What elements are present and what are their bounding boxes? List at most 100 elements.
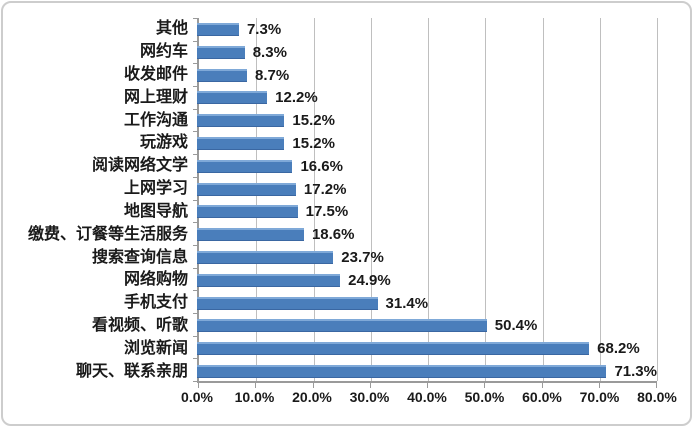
x-axis-label: 60.0%	[522, 389, 562, 405]
y-axis-tick	[193, 86, 198, 88]
x-axis-label: 0.0%	[181, 389, 213, 405]
x-axis-label: 30.0%	[349, 389, 390, 405]
value-label: 15.2%	[292, 112, 335, 130]
bar-row: 网上理财 12.2%	[0, 86, 657, 109]
gridline	[599, 18, 601, 381]
bar-track: 24.9%	[197, 269, 657, 292]
gridline	[370, 18, 372, 381]
category-label: 阅读网络文学	[91, 157, 188, 175]
x-axis-tick	[427, 383, 428, 388]
value-label: 23.7%	[341, 249, 384, 267]
gridline	[256, 18, 258, 381]
value-label: 7.3%	[246, 20, 282, 38]
x-axis-label: 80.0%	[637, 389, 677, 405]
bar-row: 网络购物 24.9%	[0, 269, 657, 292]
bar-track: 17.5%	[197, 201, 657, 224]
bar-track: 7.3%	[197, 18, 657, 41]
bar	[197, 342, 590, 356]
bar	[197, 91, 268, 105]
y-axis-tick	[193, 290, 198, 292]
bar	[197, 205, 298, 219]
bar-track: 50.4%	[197, 315, 657, 338]
y-axis-tick	[193, 267, 198, 269]
bar-row: 地图导航 17.5%	[0, 201, 657, 224]
x-axis-tick	[598, 383, 600, 388]
y-axis-tick	[193, 131, 198, 133]
bar-rows: 其他 7.3% 网约车 8.3% 收发邮件 8.7% 网上理财 12.2% 工作沟通 15.2% 玩…	[0, 18, 657, 383]
bar-row: 玩游戏 15.2%	[0, 132, 657, 155]
bar-track: 23.7%	[197, 246, 657, 269]
bar	[197, 296, 378, 310]
x-axis-label: 40.0%	[407, 389, 447, 405]
bar	[197, 136, 285, 150]
category-label: 其他	[155, 20, 188, 38]
bar-track: 15.2%	[197, 109, 657, 132]
bar-track: 71.3%	[197, 360, 657, 383]
bar-track: 8.3%	[197, 41, 657, 64]
bar	[197, 365, 607, 379]
value-label: 15.2%	[292, 134, 335, 152]
x-axis-label: 50.0%	[464, 389, 505, 405]
bar	[197, 45, 245, 59]
y-axis-tick	[193, 154, 198, 156]
value-label: 68.2%	[597, 340, 640, 358]
x-axis-label: 70.0%	[579, 389, 620, 405]
bar-row: 浏览新闻 68.2%	[0, 337, 657, 360]
y-axis-tick	[193, 40, 198, 42]
bar-track: 12.2%	[197, 86, 657, 109]
x-axis-tick	[369, 383, 371, 388]
category-label: 工作沟通	[123, 111, 188, 129]
bar-row: 看视频、听歌 50.4%	[0, 315, 657, 338]
bar-row: 聊天、联系亲朋 71.3%	[0, 360, 657, 383]
bar-track: 31.4%	[197, 292, 657, 315]
category-label: 看视频、听歌	[91, 316, 188, 334]
y-axis-tick	[193, 176, 198, 178]
bar-row: 阅读网络文学 16.6%	[0, 155, 657, 178]
category-label: 浏览新闻	[123, 339, 188, 357]
bar	[197, 159, 293, 173]
x-axis-tick	[312, 383, 314, 388]
value-label: 8.3%	[252, 43, 287, 61]
category-label: 网上理财	[123, 88, 188, 106]
value-label: 50.4%	[494, 317, 538, 335]
bar-track: 68.2%	[197, 337, 657, 360]
category-label: 搜索查询信息	[91, 248, 188, 266]
bar-row: 缴费、订餐等生活服务 18.6%	[0, 223, 657, 246]
y-axis-tick	[193, 358, 198, 360]
value-label: 16.6%	[300, 157, 343, 175]
category-label: 收发邮件	[123, 66, 188, 84]
bar-row: 上网学习 17.2%	[0, 178, 657, 201]
x-axis-tick	[656, 383, 657, 388]
y-axis-tick	[193, 18, 198, 19]
x-axis-tick	[484, 383, 486, 388]
bar-track: 18.6%	[197, 223, 657, 246]
value-label: 18.6%	[311, 226, 355, 244]
value-label: 71.3%	[614, 363, 657, 381]
bar-row: 手机支付 31.4%	[0, 292, 657, 315]
bar-row: 工作沟通 15.2%	[0, 109, 657, 132]
value-label: 12.2%	[275, 89, 318, 107]
y-axis-tick	[193, 312, 198, 314]
gridline	[657, 18, 658, 381]
value-label: 8.7%	[255, 66, 290, 84]
bar-track: 16.6%	[197, 155, 657, 178]
bar-row: 网约车 8.3%	[0, 41, 657, 64]
bar	[197, 251, 334, 265]
bar-row: 收发邮件 8.7%	[0, 64, 657, 87]
bar	[197, 182, 296, 196]
y-axis-tick	[193, 222, 198, 224]
x-axis-tick-labels: 0.0% 10.0% 20.0% 30.0% 40.0% 50.0% 60.0% 70.0% 8…	[181, 389, 677, 410]
category-label: 缴费、订餐等生活服务	[27, 225, 188, 243]
x-axis-tick	[255, 383, 257, 388]
category-label: 网约车	[139, 43, 188, 61]
bar	[197, 114, 285, 128]
bar	[197, 273, 341, 287]
gridline	[313, 18, 315, 381]
bar	[197, 319, 487, 333]
gridline	[428, 18, 429, 381]
value-label: 31.4%	[385, 294, 429, 312]
y-axis-tick	[193, 244, 198, 246]
bar	[197, 68, 248, 82]
x-axis-label: 10.0%	[234, 389, 275, 405]
